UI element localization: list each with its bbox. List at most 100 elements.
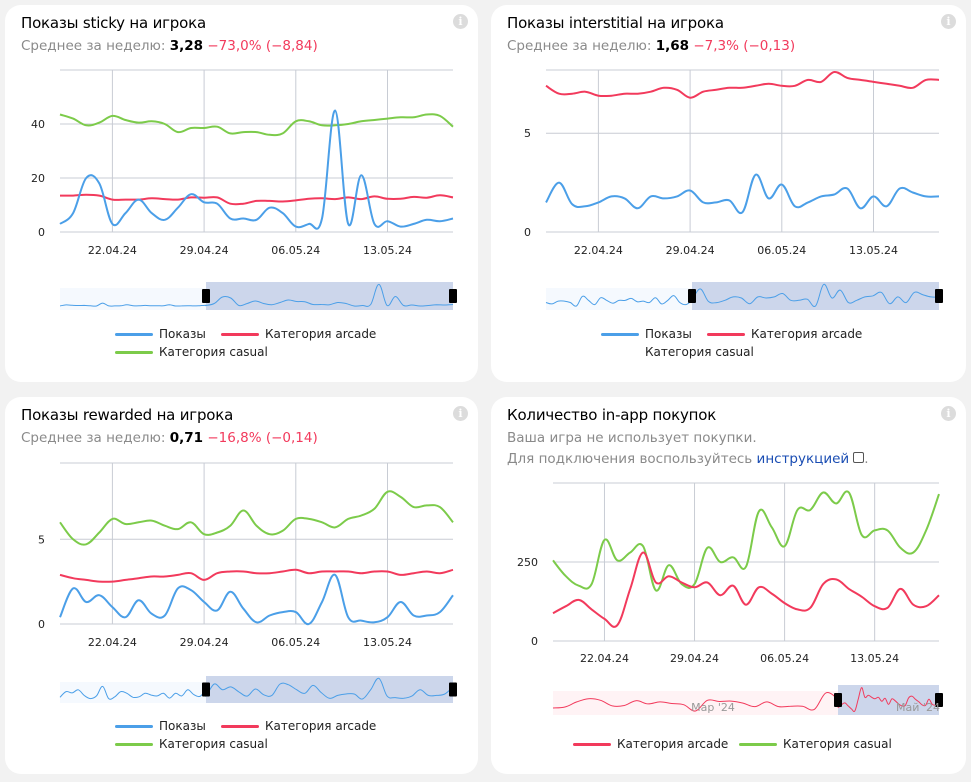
- legend-item-shows[interactable]: Показы: [115, 327, 206, 341]
- x-tick-label: 29.04.24: [666, 244, 715, 257]
- info-icon[interactable]: i: [941, 406, 956, 421]
- navigator-sparkline: [59, 283, 454, 307]
- legend-label: Показы: [159, 327, 206, 341]
- navigator-handle-right[interactable]: [935, 289, 943, 303]
- legend-swatch: [601, 332, 639, 336]
- navigator-sparkline: [552, 687, 940, 713]
- card-inapp-purchases: Количество in-app покупок Ваша игра не и…: [491, 397, 966, 774]
- legend-item-casual[interactable]: Категория casual: [739, 737, 892, 751]
- weekly-change: −7,3% (−0,13): [693, 38, 796, 54]
- series-line-casual: [59, 113, 454, 137]
- series-line-shows: [545, 173, 940, 215]
- card-title: Показы rewarded на игрока: [21, 406, 234, 424]
- x-tick-label: 29.04.24: [180, 636, 229, 649]
- y-tick-label: 0: [38, 226, 45, 239]
- y-tick-label: 5: [524, 127, 531, 140]
- weekly-change: −73,0% (−8,84): [207, 38, 318, 54]
- navigator-sparkline: [545, 283, 940, 308]
- weekly-average-value: 3,28: [169, 38, 204, 54]
- x-tick-label: 13.05.24: [849, 244, 898, 257]
- x-tick-label: 22.04.24: [574, 244, 623, 257]
- series-line-shows: [59, 109, 454, 230]
- navigator-selection: [206, 676, 453, 703]
- legend-swatch: [115, 332, 153, 336]
- navigator-sparkline: [59, 677, 454, 700]
- legend-swatch: [221, 332, 259, 336]
- series-line-arcade: [552, 551, 940, 628]
- series-line-arcade: [59, 193, 454, 206]
- legend-item-casual[interactable]: Категория casual: [645, 345, 754, 359]
- legend-label: Категория casual: [159, 345, 268, 359]
- card-title: Показы interstitial на игрока: [507, 14, 724, 32]
- navigator-label: Мар '24: [691, 701, 735, 714]
- instructions-link[interactable]: инструкцией: [756, 451, 850, 467]
- x-tick-label: 13.05.24: [363, 244, 412, 257]
- legend-item-casual[interactable]: Категория casual: [115, 737, 268, 751]
- x-tick-label: 06.05.24: [271, 636, 320, 649]
- legend-label: Категория casual: [645, 345, 754, 359]
- navigator-handle-left[interactable]: [202, 682, 210, 697]
- series-line-arcade: [545, 70, 940, 99]
- legend-swatch: [115, 742, 153, 746]
- x-tick-label: 22.04.24: [88, 244, 137, 257]
- weekly-average-value: 1,68: [655, 38, 690, 54]
- card-subtitle: Среднее за неделю: 3,28 −73,0% (−8,84): [21, 38, 318, 54]
- legend-label: Показы: [159, 719, 206, 733]
- y-tick-label: 20: [31, 172, 45, 185]
- card-interstitial-impressions: Показы interstitial на игрока Среднее за…: [491, 5, 966, 382]
- y-tick-label: 40: [31, 118, 45, 131]
- y-tick-label: 0: [531, 635, 538, 648]
- legend-item-arcade[interactable]: Категория arcade: [573, 737, 728, 751]
- navigator-handle-left[interactable]: [834, 693, 842, 707]
- card-subtitle: Среднее за неделю: 1,68 −7,3% (−0,13): [507, 38, 795, 54]
- legend-label: Категория casual: [783, 737, 892, 751]
- x-tick-label: 06.05.24: [760, 652, 809, 665]
- x-tick-label: 06.05.24: [757, 244, 806, 257]
- x-tick-label: 13.05.24: [850, 652, 899, 665]
- legend-item-arcade[interactable]: Категория arcade: [221, 327, 376, 341]
- no-purchases-note: Ваша игра не использует покупки.: [507, 430, 757, 446]
- instructions-prefix: Для подключения воспользуйтесь: [507, 451, 757, 467]
- legend-swatch: [573, 742, 611, 746]
- y-tick-label: 250: [517, 556, 538, 569]
- legend-label: Категория arcade: [265, 327, 377, 341]
- legend-item-shows[interactable]: Показы: [115, 719, 206, 733]
- legend-item-casual[interactable]: Категория casual: [115, 345, 268, 359]
- subtitle-label: Среднее за неделю:: [21, 38, 170, 54]
- x-tick-label: 13.05.24: [363, 636, 412, 649]
- navigator-handle-right[interactable]: [449, 289, 457, 303]
- legend-swatch: [221, 724, 259, 728]
- x-tick-label: 22.04.24: [580, 652, 629, 665]
- card-sticky-impressions: Показы sticky на игрока Среднее за недел…: [5, 5, 478, 382]
- subtitle-label: Среднее за неделю:: [507, 38, 656, 54]
- navigator-handle-right[interactable]: [935, 693, 943, 707]
- legend-swatch: [739, 742, 777, 746]
- info-icon[interactable]: i: [453, 14, 468, 29]
- y-tick-label: 5: [38, 533, 45, 546]
- legend-swatch: [707, 332, 745, 336]
- info-icon[interactable]: i: [453, 406, 468, 421]
- chart-sticky: 0 20 40 22.04.24 29.04.24 06.05.24 13.05.24: [31, 69, 457, 310]
- chart-interstitial: 0 5 22.04.24 29.04.24 06.05.24 13.05.24: [524, 69, 943, 310]
- navigator-handle-left[interactable]: [688, 289, 696, 303]
- legend-item-arcade[interactable]: Категория arcade: [221, 719, 376, 733]
- card-title: Количество in-app покупок: [507, 406, 717, 424]
- instructions-note: Для подключения воспользуйтесь инструкци…: [507, 451, 869, 467]
- legend-label: Категория casual: [159, 737, 268, 751]
- external-link-icon[interactable]: [853, 452, 865, 463]
- navigator-handle-right[interactable]: [449, 682, 457, 697]
- weekly-change: −16,8% (−0,14): [207, 430, 318, 446]
- chart-inapp: 0 250 22.04.24 29.04.24 06.05.24 13.05.24 Мар …: [517, 482, 943, 715]
- series-line-casual: [552, 490, 940, 592]
- legend-label: Категория arcade: [265, 719, 377, 733]
- info-icon[interactable]: i: [941, 14, 956, 29]
- x-tick-label: 29.04.24: [670, 652, 719, 665]
- legend-item-arcade[interactable]: Категория arcade: [707, 327, 862, 341]
- series-line-shows: [59, 573, 454, 626]
- legend-item-shows[interactable]: Показы: [601, 327, 692, 341]
- card-subtitle: Среднее за неделю: 0,71 −16,8% (−0,14): [21, 430, 318, 446]
- legend-label: Показы: [645, 327, 692, 341]
- legend-swatch: [115, 350, 153, 354]
- card-rewarded-impressions: Показы rewarded на игрока Среднее за нед…: [5, 397, 478, 774]
- navigator-handle-left[interactable]: [202, 289, 210, 303]
